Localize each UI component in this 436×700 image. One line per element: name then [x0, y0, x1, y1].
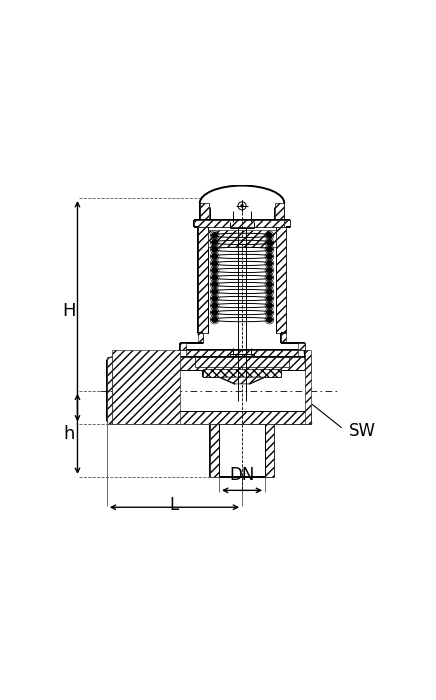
Text: SW: SW: [348, 422, 375, 440]
Bar: [107, 357, 112, 424]
Circle shape: [267, 303, 272, 308]
Bar: [203, 369, 281, 377]
Text: L: L: [170, 496, 179, 514]
Circle shape: [267, 239, 272, 245]
Circle shape: [212, 268, 218, 273]
Bar: [126, 411, 311, 424]
Bar: [276, 227, 286, 333]
Circle shape: [212, 253, 218, 259]
Text: h: h: [63, 425, 75, 443]
Circle shape: [241, 205, 243, 207]
Polygon shape: [220, 377, 264, 384]
Circle shape: [212, 232, 218, 238]
Bar: [112, 350, 180, 424]
Bar: [198, 333, 203, 344]
Circle shape: [267, 289, 272, 294]
Bar: [284, 220, 290, 227]
Circle shape: [267, 260, 272, 266]
Circle shape: [212, 275, 218, 280]
Bar: [195, 357, 290, 367]
Bar: [210, 424, 219, 477]
Circle shape: [267, 275, 272, 280]
Circle shape: [267, 310, 272, 315]
Text: DN: DN: [229, 466, 255, 484]
Circle shape: [212, 289, 218, 294]
Bar: [281, 333, 286, 344]
Bar: [186, 350, 298, 357]
Circle shape: [267, 296, 272, 301]
Circle shape: [212, 260, 218, 266]
Circle shape: [267, 268, 272, 273]
Bar: [265, 424, 274, 477]
Circle shape: [267, 253, 272, 259]
Bar: [200, 203, 209, 220]
Circle shape: [267, 282, 272, 287]
Bar: [208, 230, 276, 247]
Bar: [275, 203, 284, 220]
Bar: [180, 344, 186, 350]
Bar: [126, 357, 311, 370]
Circle shape: [267, 246, 272, 252]
Circle shape: [212, 296, 218, 301]
Bar: [304, 350, 311, 424]
Circle shape: [212, 246, 218, 252]
Circle shape: [267, 317, 272, 322]
Circle shape: [212, 303, 218, 308]
Text: H: H: [62, 302, 76, 321]
Circle shape: [212, 282, 218, 287]
Circle shape: [212, 310, 218, 315]
Bar: [194, 220, 284, 227]
Circle shape: [267, 232, 272, 238]
Circle shape: [212, 317, 218, 322]
Circle shape: [212, 239, 218, 245]
Bar: [198, 227, 208, 333]
Bar: [298, 344, 304, 350]
